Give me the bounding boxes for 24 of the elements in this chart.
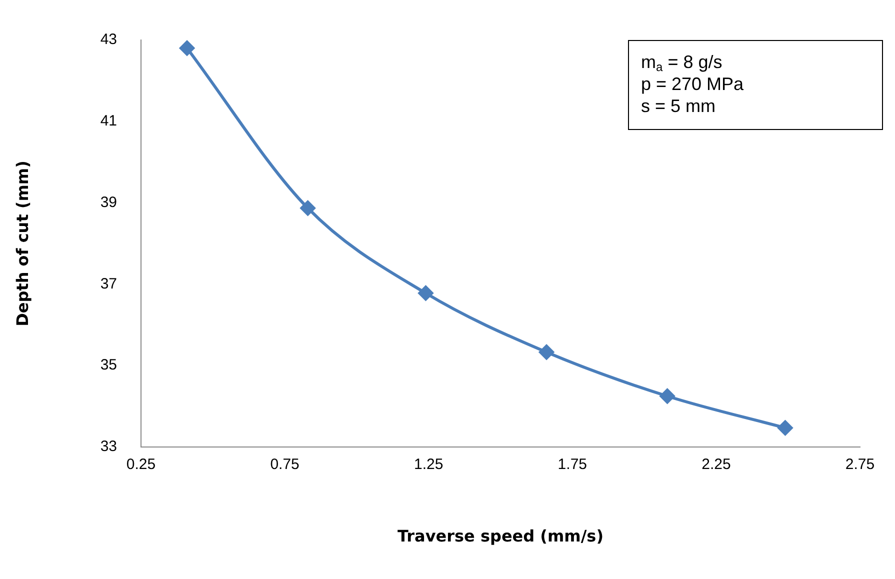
x-axis-title: Traverse speed (mm/s) — [398, 526, 604, 546]
y-tick-label: 43 — [100, 31, 117, 48]
annotation: m$_{a}$ = 8 g/s — [641, 51, 724, 74]
x-tick-label: 0.25 — [126, 456, 156, 474]
y-tick-label: 33 — [100, 438, 117, 456]
point — [180, 40, 195, 56]
y-tick-label: 39 — [100, 194, 117, 211]
note-box: m$_{a}$ = 8 g/s p = 270 MPa s = 5 mm — [628, 40, 883, 130]
y-axis-title: Depth of cut (mm) — [12, 160, 32, 326]
y-tick-label: 41 — [100, 112, 117, 130]
point — [778, 420, 793, 436]
point — [300, 200, 316, 216]
x-tick-label: 2.75 — [845, 456, 875, 474]
point — [539, 344, 554, 360]
y-tick-label: 35 — [100, 356, 117, 374]
point — [660, 388, 675, 404]
x-tick-label: 0.75 — [270, 456, 300, 474]
x-tick-label: 1.75 — [558, 456, 587, 474]
annotation: p = 270 MPa — [641, 73, 745, 95]
x-tick-label: 2.25 — [702, 456, 731, 474]
point — [418, 286, 434, 301]
annotation: s = 5 mm — [641, 95, 717, 117]
x-tick-label: 1.25 — [414, 456, 444, 474]
y-tick-label: 37 — [100, 275, 117, 292]
